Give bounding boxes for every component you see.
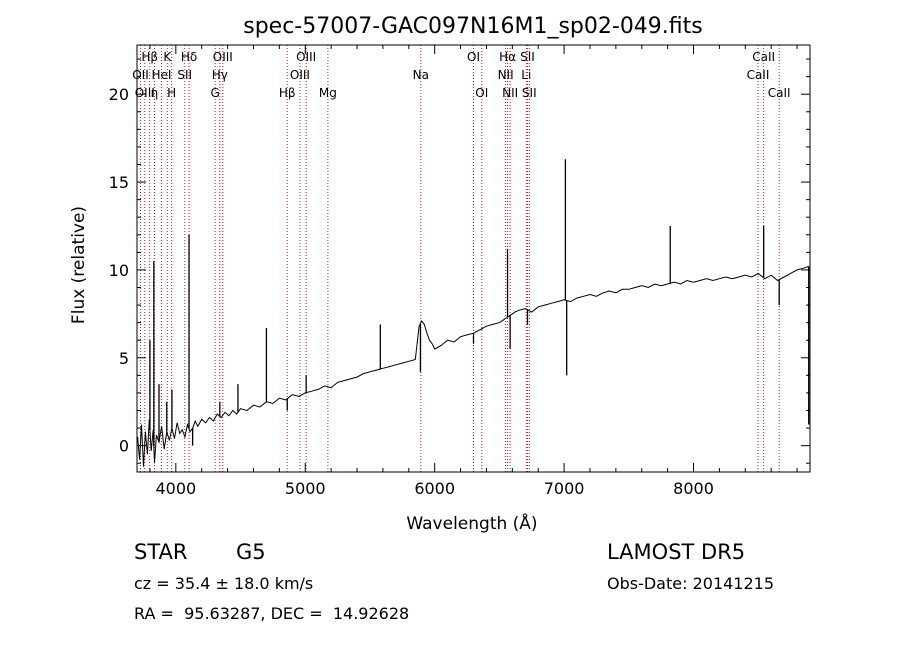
line-marker-label-12: OIII (296, 50, 316, 64)
line-marker-label-6: H (167, 86, 176, 100)
line-marker-label-0: Hβ (141, 50, 158, 64)
axes: 4000 5000 6000 7000 8000 0 5 10 15 20 (109, 45, 810, 498)
line-marker-label-3: η (151, 86, 159, 100)
y-tick-label-1: 5 (119, 349, 129, 368)
line-marker-label-7: Hδ (181, 50, 197, 64)
line-marker-label-16: Na (413, 68, 429, 82)
line-marker-label-1: OII (132, 68, 149, 82)
x-tick-label-4: 8000 (673, 479, 714, 498)
observation-date: Obs-Date: 20141215 (607, 574, 775, 593)
redshift-readout: cz = 35.4 ± 18.0 km/s (134, 574, 314, 593)
line-marker-label-4: K (163, 50, 172, 64)
survey-name: LAMOST DR5 (607, 540, 746, 564)
x-axis-label: Wavelength (Å) (406, 512, 537, 534)
plot-frame (136, 44, 811, 473)
line-marker-label-26: CaII (747, 68, 770, 82)
line-marker-label-13: OIII (290, 68, 310, 82)
x-tick-label-0: 4000 (155, 479, 196, 498)
coordinates-readout: RA = 95.63287, DEC = 14.92628 (134, 604, 410, 623)
line-marker-label-15: Mg (319, 86, 337, 100)
y-axis-label: Flux (relative) (69, 206, 89, 324)
y-tick-label-3: 15 (109, 173, 129, 192)
spectrum-series (137, 159, 810, 467)
line-marker-label-24: SII (522, 86, 537, 100)
line-marker-label-8: SII (177, 68, 192, 82)
line-marker-label-5: HeI (151, 68, 171, 82)
y-tick-label-0: 0 (119, 437, 129, 456)
line-marker-label-11: G (211, 86, 220, 100)
object-class: STAR (134, 540, 188, 564)
line-marker-label-18: OI (475, 86, 488, 100)
line-marker-label-25: CaII (752, 50, 775, 64)
line-marker-label-9: OIII (213, 50, 233, 64)
object-subclass: G5 (236, 540, 266, 564)
line-marker-label-27: CaII (768, 86, 791, 100)
line-marker-label-19: Hα (499, 50, 516, 64)
line-marker-label-10: Hγ (212, 68, 228, 82)
line-marker-label-22: SII (520, 50, 535, 64)
x-tick-label-3: 7000 (544, 479, 585, 498)
line-marker-label-17: OI (467, 50, 480, 64)
line-marker-label-21: NII (502, 86, 518, 100)
line-marker-label-23: Li (521, 68, 531, 82)
x-tick-label-1: 5000 (285, 479, 326, 498)
spectrum-line (137, 265, 809, 467)
y-tick-label-2: 10 (109, 261, 129, 280)
line-marker-label-20: NII (498, 68, 514, 82)
line-marker-label-2: OIII (135, 86, 155, 100)
x-tick-label-2: 6000 (414, 479, 455, 498)
line-marker-label-14: Hβ (279, 86, 296, 100)
chart-title: spec-57007-GAC097N16M1_sp02-049.fits (243, 14, 703, 39)
y-tick-label-4: 20 (109, 85, 129, 104)
